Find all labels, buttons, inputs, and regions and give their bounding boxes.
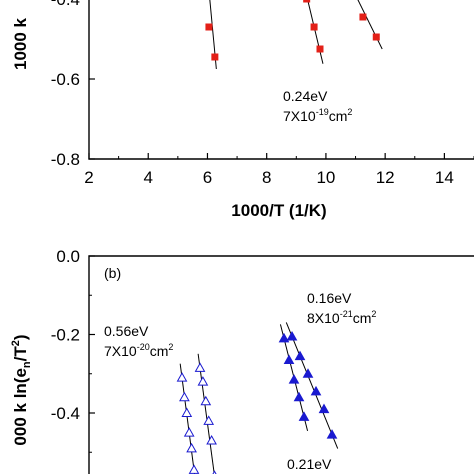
panel-b-data-point [286, 330, 298, 341]
panel-b-data-point [194, 362, 206, 372]
panel-a-x-tick-label: 4 [143, 168, 152, 187]
panel-a-x-axis-title: 1000/T (1/K) [231, 201, 326, 220]
panel-b-cross-section-label-1: 8X10-21cm2 [307, 309, 376, 326]
panel-b-data-point [310, 385, 322, 396]
panel-a-x-tick-label: 14 [435, 168, 454, 187]
panel-a-y-axis-title: 1000 k [11, 17, 30, 70]
panel-b-y-title-mid: /T [11, 346, 30, 362]
panel-b-data-point [294, 350, 306, 361]
panel-b-y-tick-label: -0.4 [51, 404, 80, 423]
panel-a-data-point [211, 53, 219, 61]
panel-b-label: (b) [104, 265, 121, 281]
panel-a-fit-line [357, 0, 383, 50]
panel-b-y-axis-title: 000 k ln(en/T2) [10, 334, 33, 445]
panel-b-fit-line [285, 322, 339, 449]
panel-a-cross-section-unit-exp: 2 [347, 107, 352, 117]
panel-b-data-point [326, 429, 338, 439]
panel-a-fit-line [307, 0, 324, 64]
panel-a-x-tick-label: 6 [203, 168, 212, 187]
panel-a-y-tick-label: -0.8 [51, 150, 80, 169]
panel-b-y-tick-label: -0.2 [51, 326, 80, 345]
panel-b-y-title-sub: n [21, 361, 33, 368]
panel-a-energy-label: 0.24eV [283, 88, 328, 104]
panel-a-data-point [303, 0, 311, 3]
panel-a-x-tick-label: 2 [84, 168, 93, 187]
panel-b-energy-label-3: 0.21eV [287, 456, 332, 472]
panel-b-data-point [278, 332, 290, 343]
panel-a-data-point [372, 33, 380, 41]
panel-a-cross-section-base: 7X10 [283, 108, 316, 124]
panel-b-data-point [298, 411, 310, 421]
panel-a-x-tick-label: 8 [262, 168, 271, 187]
panel-b-data-point [206, 434, 217, 445]
panel-b-energy-label-1: 0.16eV [307, 290, 352, 306]
panel-a-data-point [359, 13, 367, 21]
panel-a-cross-section-label: 7X10-19cm2 [283, 107, 352, 124]
panel-b-data-point [293, 391, 305, 402]
panel-a-frame [88, 0, 474, 160]
panel-b: 0.0 -0.2 -0.4 (b) 000 k ln(en/T2) 0.16eV 8… [10, 247, 474, 474]
panel-a-x-tick-label: 10 [316, 168, 335, 187]
panel-a-data-point [316, 45, 324, 53]
panel-b-cross-section-label-2: 7X10-20cm2 [104, 342, 173, 359]
panel-b-data-point [318, 403, 330, 414]
panel-a-x-tick-label: 12 [376, 168, 395, 187]
panel-a-data-point [310, 23, 318, 31]
panel-b-data-point [212, 470, 217, 474]
panel-a-cross-section-exp: -19 [316, 107, 329, 117]
panel-a-cross-section-unit: cm [329, 108, 348, 124]
panel-b-data-point [302, 368, 314, 378]
panel-a: -0.4 -0.6 -0.8 2 4 6 8 10 12 14 1000/T (1/K) 100… [11, 0, 474, 220]
panel-b-data-point [288, 374, 300, 384]
panel-b-data-point [183, 427, 195, 437]
panel-b-fit-line [197, 353, 215, 474]
panel-b-data-point [283, 354, 295, 365]
panel-b-data-point [176, 372, 188, 382]
panel-b-y-title-end: ) [11, 334, 30, 340]
panel-b-y-title-sup: 2 [10, 340, 22, 346]
panel-b-energy-label-2: 0.56eV [104, 323, 149, 339]
panel-a-y-tick-label: -0.6 [51, 70, 80, 89]
panel-a-y-tick-label: -0.4 [51, 0, 80, 9]
panel-b-y-title-main: 000 k ln(e [11, 368, 30, 446]
panel-b-data-point [188, 464, 200, 474]
panel-b-frame [88, 255, 474, 474]
panel-b-data-point [197, 376, 209, 386]
panel-a-fit-line [209, 0, 217, 70]
panel-b-y-tick-label: 0.0 [56, 247, 80, 266]
panel-b-fit-line [179, 363, 196, 474]
panel-a-data-point [205, 23, 213, 31]
panel-b-data-point [181, 407, 193, 417]
panel-b-data-point [203, 415, 215, 425]
panel-b-data-point [186, 442, 197, 453]
panel-b-data-point [179, 391, 190, 402]
panel-b-data-point [200, 395, 212, 406]
